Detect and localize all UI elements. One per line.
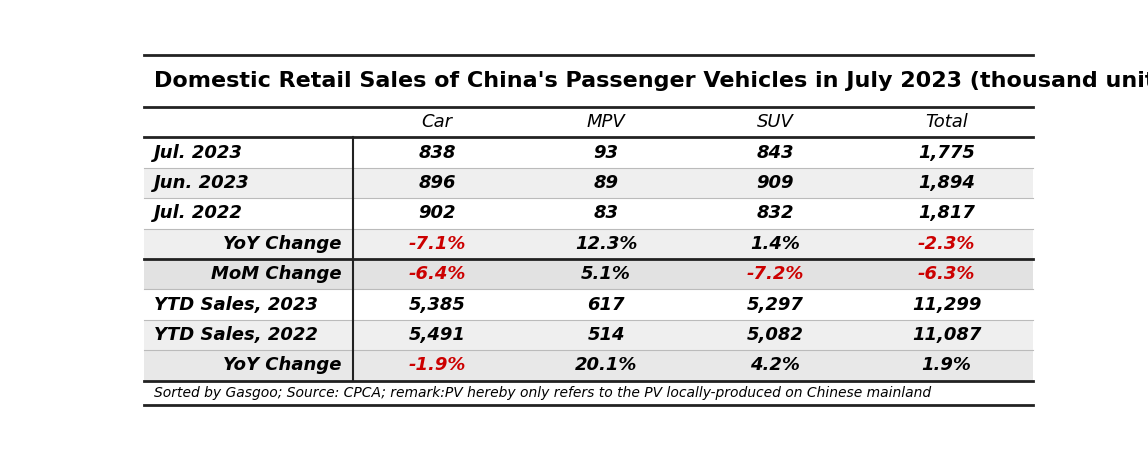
Text: 617: 617 <box>588 296 625 313</box>
Text: -7.2%: -7.2% <box>746 265 804 283</box>
Text: SUV: SUV <box>757 113 793 131</box>
Text: Sorted by Gasgoo; Source: CPCA; remark:PV hereby only refers to the PV locally-p: Sorted by Gasgoo; Source: CPCA; remark:P… <box>154 386 931 400</box>
Bar <box>144 228 1033 259</box>
Text: 89: 89 <box>594 174 619 192</box>
Text: 5,385: 5,385 <box>409 296 466 313</box>
Text: MPV: MPV <box>587 113 626 131</box>
Bar <box>144 107 1033 137</box>
Text: 5,297: 5,297 <box>746 296 804 313</box>
Text: 1,775: 1,775 <box>918 144 975 162</box>
Text: 514: 514 <box>588 326 625 344</box>
Text: -7.1%: -7.1% <box>409 235 466 253</box>
Text: Jul. 2022: Jul. 2022 <box>154 204 243 222</box>
Text: Car: Car <box>421 113 452 131</box>
Text: YoY Change: YoY Change <box>224 235 342 253</box>
Text: 4.2%: 4.2% <box>751 356 800 374</box>
Bar <box>144 198 1033 228</box>
Text: 83: 83 <box>594 204 619 222</box>
Text: 1.4%: 1.4% <box>751 235 800 253</box>
Text: Total: Total <box>925 113 968 131</box>
Text: 832: 832 <box>757 204 794 222</box>
Bar <box>144 137 1033 168</box>
Text: 843: 843 <box>757 144 794 162</box>
Text: 11,299: 11,299 <box>912 296 982 313</box>
Bar <box>144 168 1033 198</box>
Text: 896: 896 <box>418 174 456 192</box>
Text: Domestic Retail Sales of China's Passenger Vehicles in July 2023 (thousand units: Domestic Retail Sales of China's Passeng… <box>154 71 1148 91</box>
Text: 909: 909 <box>757 174 794 192</box>
Text: 20.1%: 20.1% <box>575 356 637 374</box>
Text: -6.4%: -6.4% <box>409 265 466 283</box>
Bar <box>144 381 1033 405</box>
Text: 1,894: 1,894 <box>918 174 975 192</box>
Text: 5,491: 5,491 <box>409 326 466 344</box>
Text: 5,082: 5,082 <box>746 326 804 344</box>
Bar <box>144 55 1033 107</box>
Bar <box>144 289 1033 320</box>
Bar <box>144 350 1033 381</box>
Text: -2.3%: -2.3% <box>917 235 975 253</box>
Text: YTD Sales, 2023: YTD Sales, 2023 <box>154 296 318 313</box>
Bar <box>144 320 1033 350</box>
Text: YoY Change: YoY Change <box>224 356 342 374</box>
Bar <box>144 259 1033 289</box>
Text: 93: 93 <box>594 144 619 162</box>
Text: Jun. 2023: Jun. 2023 <box>154 174 250 192</box>
Text: YTD Sales, 2022: YTD Sales, 2022 <box>154 326 318 344</box>
Text: 11,087: 11,087 <box>912 326 982 344</box>
Text: -1.9%: -1.9% <box>409 356 466 374</box>
Text: 838: 838 <box>418 144 456 162</box>
Text: 1,817: 1,817 <box>918 204 975 222</box>
Text: 902: 902 <box>418 204 456 222</box>
Text: 5.1%: 5.1% <box>581 265 631 283</box>
Text: 12.3%: 12.3% <box>575 235 637 253</box>
Text: Jul. 2023: Jul. 2023 <box>154 144 243 162</box>
Text: 1.9%: 1.9% <box>922 356 971 374</box>
Text: -6.3%: -6.3% <box>917 265 975 283</box>
Text: MoM Change: MoM Change <box>211 265 342 283</box>
